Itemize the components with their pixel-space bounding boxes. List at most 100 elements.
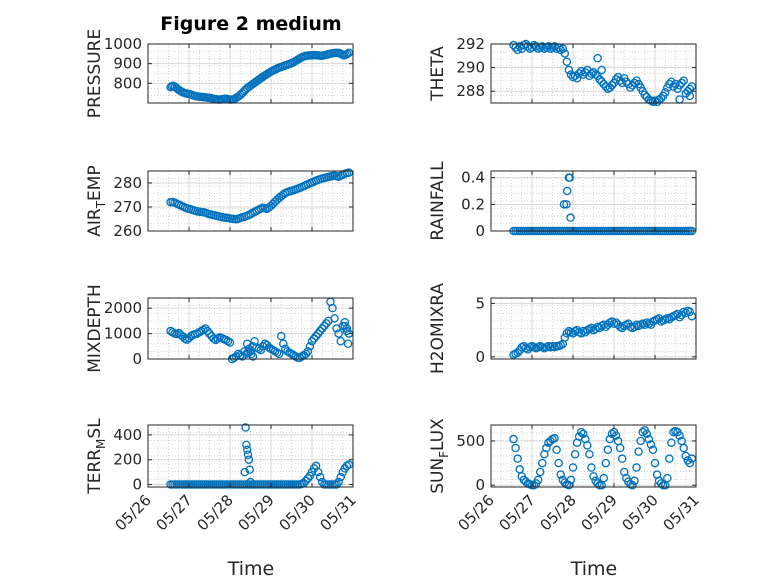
x-tick-label: 05/27 (496, 491, 539, 534)
data-point (603, 445, 613, 455)
data-point (675, 313, 684, 322)
data-point (683, 456, 693, 465)
data-point (328, 303, 337, 313)
data-point (332, 480, 341, 489)
y-axis-label: RAINFALL (428, 161, 448, 241)
data-point (245, 465, 254, 474)
subplot-h2omixra: 0 5 H2OMIXRA (428, 283, 697, 374)
data-series (166, 48, 354, 104)
svg-text:THETA: THETA (428, 46, 448, 102)
data-point (533, 475, 543, 485)
data-point (605, 83, 615, 92)
axes-box (147, 297, 354, 360)
data-point (601, 458, 611, 468)
data-point (301, 349, 311, 359)
data-point (638, 427, 647, 437)
data-point (334, 329, 343, 338)
data-point (642, 429, 652, 439)
svg-text:SUNFLUX: SUNFLUX (428, 418, 451, 494)
data-point (615, 76, 625, 85)
data-point (336, 472, 345, 482)
data-point (650, 458, 660, 468)
data-point (583, 441, 592, 450)
svg-text:RAINFALL: RAINFALL (428, 161, 448, 241)
y-tick-label: 0 (475, 348, 485, 366)
y-tick-label: 900 (113, 55, 142, 73)
data-point (611, 75, 621, 84)
y-tick-label: 800 (113, 74, 142, 92)
data-point (566, 213, 575, 222)
data-point (311, 331, 321, 341)
data-point (205, 329, 214, 338)
data-point (248, 352, 258, 361)
axes-box (147, 170, 354, 232)
data-point (322, 319, 331, 328)
data-point (320, 321, 329, 331)
y-tick-label: 5 (475, 294, 485, 312)
data-point (630, 476, 639, 486)
subplot-air-temp: 260 270 280 AIRTEMP (85, 165, 354, 240)
x-tick-label: 05/26 (455, 491, 498, 534)
data-point (243, 450, 253, 460)
data-point (544, 42, 553, 51)
data-point (568, 463, 578, 472)
data-point (340, 321, 350, 331)
data-point (617, 78, 627, 88)
x-tick-label: 05/26 (112, 491, 155, 534)
data-point (509, 434, 518, 444)
y-tick-label: 1000 (104, 35, 142, 53)
data-point (203, 326, 212, 336)
y-tick-label: 0 (132, 350, 142, 368)
y-tick-label: 0 (475, 476, 485, 494)
data-point (683, 86, 693, 96)
data-point (279, 339, 288, 348)
data-point (640, 320, 650, 330)
data-point (309, 334, 319, 343)
data-point (566, 70, 576, 79)
data-point (626, 83, 635, 92)
data-point (667, 438, 676, 447)
data-point (656, 94, 666, 103)
data-point (636, 436, 645, 446)
x-tick-label: 05/29 (235, 491, 278, 534)
data-point (550, 434, 559, 443)
data-point (565, 173, 574, 182)
data-point (679, 443, 688, 453)
data-point (240, 467, 250, 477)
data-point (513, 348, 522, 357)
y-axis-label: TERRMSL (85, 418, 108, 495)
data-point (646, 440, 656, 449)
axes-box (147, 43, 354, 104)
data-point (564, 65, 574, 75)
data-point (671, 79, 680, 89)
data-point (663, 473, 672, 483)
data-point (513, 454, 522, 463)
data-point (343, 49, 352, 59)
data-point (317, 324, 327, 333)
data-point (572, 73, 582, 83)
y-tick-label: 280 (113, 174, 142, 192)
data-point (560, 333, 570, 342)
data-point (560, 49, 570, 58)
data-point (574, 69, 584, 78)
y-axis-label: PRESSURE (85, 29, 105, 118)
data-point (315, 326, 325, 336)
data-point (576, 427, 586, 437)
data-point (570, 71, 580, 81)
data-point (615, 443, 625, 453)
y-tick-label: 292 (456, 35, 485, 53)
data-point (538, 458, 547, 468)
data-point (213, 334, 222, 343)
data-point (209, 334, 218, 343)
data-point (681, 89, 691, 98)
data-point (566, 475, 576, 485)
y-axis-label: MIXDEPTH (85, 284, 105, 373)
y-axis-label: H2OMIXRA (428, 283, 448, 374)
data-point (599, 79, 609, 89)
data-point (201, 324, 210, 333)
data-series (166, 423, 354, 489)
x-tick-label: 05/27 (153, 491, 196, 534)
